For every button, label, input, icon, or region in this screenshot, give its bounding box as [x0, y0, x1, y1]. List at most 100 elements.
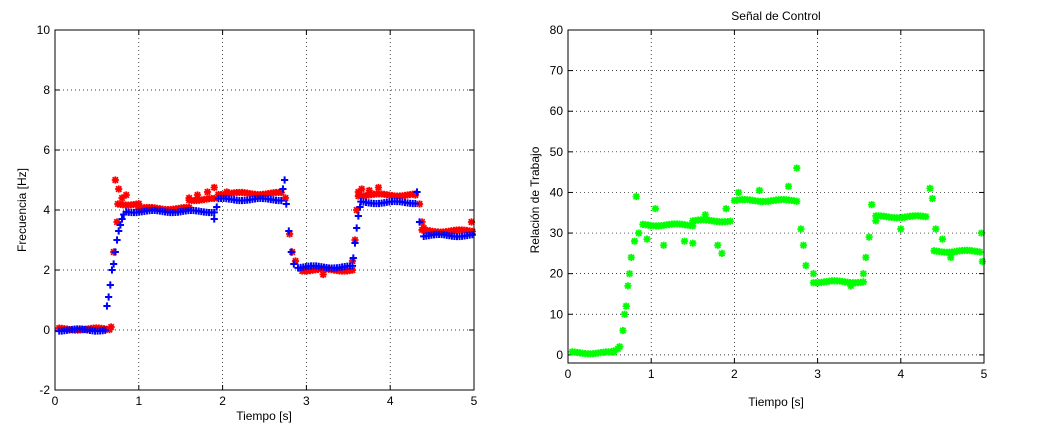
y-tick-label: 10	[550, 307, 564, 321]
data-point	[110, 260, 118, 268]
data-point	[859, 270, 867, 278]
data-point	[348, 266, 357, 274]
data-point	[103, 302, 111, 310]
data-point	[291, 257, 300, 265]
y-tick-label: 0	[43, 323, 50, 337]
data-point	[413, 188, 421, 196]
data-point	[938, 235, 946, 243]
data-point	[107, 323, 115, 331]
data-point	[467, 218, 476, 226]
data-point	[411, 191, 419, 199]
data-point	[420, 224, 428, 232]
data-point	[755, 186, 763, 195]
data-point	[277, 196, 285, 205]
data-point	[932, 225, 940, 233]
data-point	[411, 199, 419, 208]
data-point	[947, 253, 955, 262]
data-point	[118, 194, 126, 202]
data-point	[113, 218, 121, 226]
data-point	[122, 191, 130, 199]
data-point	[922, 213, 930, 221]
data-point	[113, 236, 121, 244]
data-point	[285, 227, 293, 235]
data-point	[185, 194, 193, 202]
data-point	[353, 206, 361, 214]
data-point	[203, 188, 212, 196]
y-tick-label: 50	[550, 145, 564, 159]
data-point	[210, 194, 218, 203]
data-point	[714, 241, 722, 249]
data-point	[619, 326, 627, 335]
x-tick-label: 1	[648, 367, 655, 381]
data-point	[354, 188, 362, 196]
data-point	[193, 191, 202, 199]
x-tick-label: 2	[219, 394, 226, 408]
plot-area	[55, 30, 474, 390]
data-point	[978, 257, 986, 266]
data-point	[210, 208, 218, 217]
x-tick-label: 3	[814, 367, 821, 381]
data-point	[701, 211, 709, 219]
data-point	[356, 203, 364, 211]
data-point	[111, 176, 119, 184]
data-point	[976, 248, 984, 256]
data-point	[865, 233, 873, 241]
axes-frame	[567, 29, 985, 364]
data-point	[847, 282, 855, 290]
x-tick-label: 5	[981, 367, 988, 381]
data-point	[415, 200, 424, 208]
data-point	[111, 248, 119, 256]
data-point	[210, 215, 218, 223]
data-point	[115, 227, 123, 235]
data-point	[928, 194, 937, 203]
data-point	[358, 185, 366, 193]
data-point	[897, 225, 905, 233]
data-point	[926, 184, 934, 192]
data-point	[868, 201, 876, 209]
data-point	[624, 282, 632, 290]
data-point	[809, 270, 818, 278]
x-tick-label: 1	[135, 394, 142, 408]
y-tick-label: 20	[550, 267, 564, 281]
y-tick-label: 2	[43, 263, 50, 277]
data-point	[415, 218, 424, 226]
y-tick-label: 4	[43, 203, 50, 217]
data-point	[651, 205, 659, 213]
data-point	[365, 186, 373, 195]
data-point	[101, 326, 109, 334]
data-point	[468, 231, 476, 239]
data-point	[351, 239, 359, 247]
data-point	[223, 188, 231, 196]
series-1	[55, 176, 476, 335]
y-tick-label: 8	[43, 83, 50, 97]
data-point	[859, 278, 867, 286]
data-point	[797, 225, 805, 233]
y-tick-label: 60	[550, 104, 564, 118]
y-tick-label: 40	[550, 185, 564, 199]
data-point	[213, 203, 221, 211]
y-tick-label: 10	[37, 23, 51, 37]
data-point	[802, 261, 810, 270]
data-point	[353, 224, 361, 232]
data-point	[279, 185, 287, 193]
data-point	[793, 164, 801, 172]
y-tick-label: 80	[550, 23, 564, 37]
data-point	[625, 270, 634, 278]
series-0	[568, 164, 986, 358]
axes-frame	[54, 29, 475, 391]
data-point	[106, 281, 114, 289]
data-point	[610, 347, 618, 355]
data-point	[620, 310, 629, 318]
data-point	[660, 241, 668, 249]
frequency-chart: Tiempo [s] Frecuencia [Hz] 0 1 2 3 4 5-202468…	[15, 23, 478, 423]
x-tick-label: 0	[52, 394, 59, 408]
data-point	[116, 221, 124, 229]
data-point	[734, 188, 743, 197]
data-point	[977, 229, 986, 237]
data-point	[349, 254, 357, 262]
data-point	[135, 200, 143, 208]
y-tick-label: 6	[43, 143, 50, 157]
x-tick-label: 4	[387, 394, 394, 408]
y-tick-label: 70	[550, 64, 564, 78]
